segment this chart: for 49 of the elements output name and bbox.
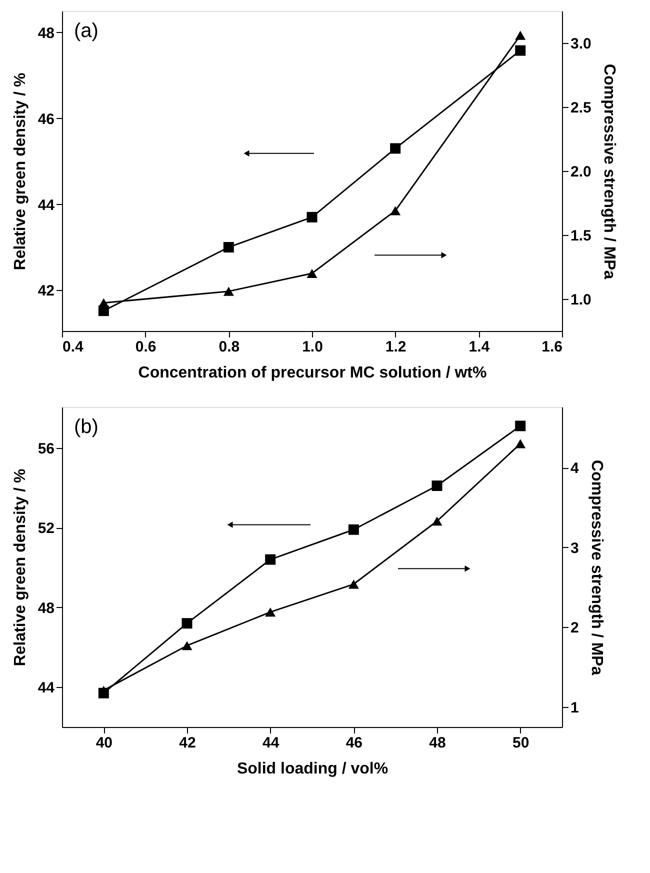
y-tick-label: 48	[38, 600, 54, 617]
x-tick-label: 40	[96, 734, 113, 752]
y-tick-label: 44	[38, 680, 56, 697]
x-tick-label: 0.6	[135, 338, 156, 356]
y-tick-label: 46	[38, 110, 54, 128]
y-axis-title: Relative green density / %	[12, 468, 29, 666]
x-tick-label: 1.2	[385, 338, 406, 356]
y2-tick-label: 3	[570, 540, 579, 557]
point	[182, 641, 192, 650]
x-axis-title: Concentration of precursor MC solution / wt%	[138, 364, 487, 382]
y2-tick-label: 2.0	[570, 164, 592, 180]
point	[265, 554, 276, 565]
y-axis-title: Relative green density / %	[12, 72, 29, 270]
y2-axis-title: Compressive strength / MPa	[588, 460, 605, 676]
annotation: (a)	[74, 20, 98, 42]
x-tick-label: 50	[512, 734, 530, 752]
y2-tick-label: 1	[570, 700, 579, 717]
x-tick-label: 1.0	[302, 338, 323, 356]
x-tick-label: 1.6	[542, 338, 562, 356]
y-tick-label: 56	[38, 440, 54, 458]
y-tick-label: 44	[38, 196, 56, 214]
y2-tick-label: 1.0	[570, 292, 592, 308]
point	[515, 439, 526, 448]
y2-tick-label: 4	[570, 460, 580, 478]
point	[98, 686, 109, 695]
x-tick-label: 48	[429, 734, 446, 752]
x-tick-label: 0.8	[218, 338, 240, 356]
x-axis-title: Solid loading / vol%	[236, 760, 388, 778]
x-tick-label: 0.4	[62, 338, 84, 356]
x-tick-label: 44	[262, 734, 280, 752]
y2-tick-label: 2	[570, 620, 579, 637]
y-tick-label: 52	[38, 520, 54, 538]
y2-tick-label: 1.5	[570, 228, 592, 244]
point	[348, 524, 359, 535]
point	[515, 420, 526, 432]
point	[265, 608, 276, 617]
point	[432, 516, 442, 526]
y-tick-label: 42	[38, 282, 54, 300]
x-tick-label: 46	[346, 734, 363, 752]
y2-tick-label: 2.5	[570, 100, 592, 116]
point	[348, 580, 359, 589]
x-tick-label: 1.4	[468, 338, 490, 356]
y2-axis-title: Compressive strength / MPa	[600, 64, 618, 280]
annotation: (b)	[74, 416, 98, 438]
point	[432, 480, 442, 491]
y2-tick-label: 3.0	[570, 36, 592, 52]
point	[182, 618, 192, 629]
y-tick-label: 48	[38, 24, 54, 42]
x-tick-label: 42	[179, 734, 196, 752]
